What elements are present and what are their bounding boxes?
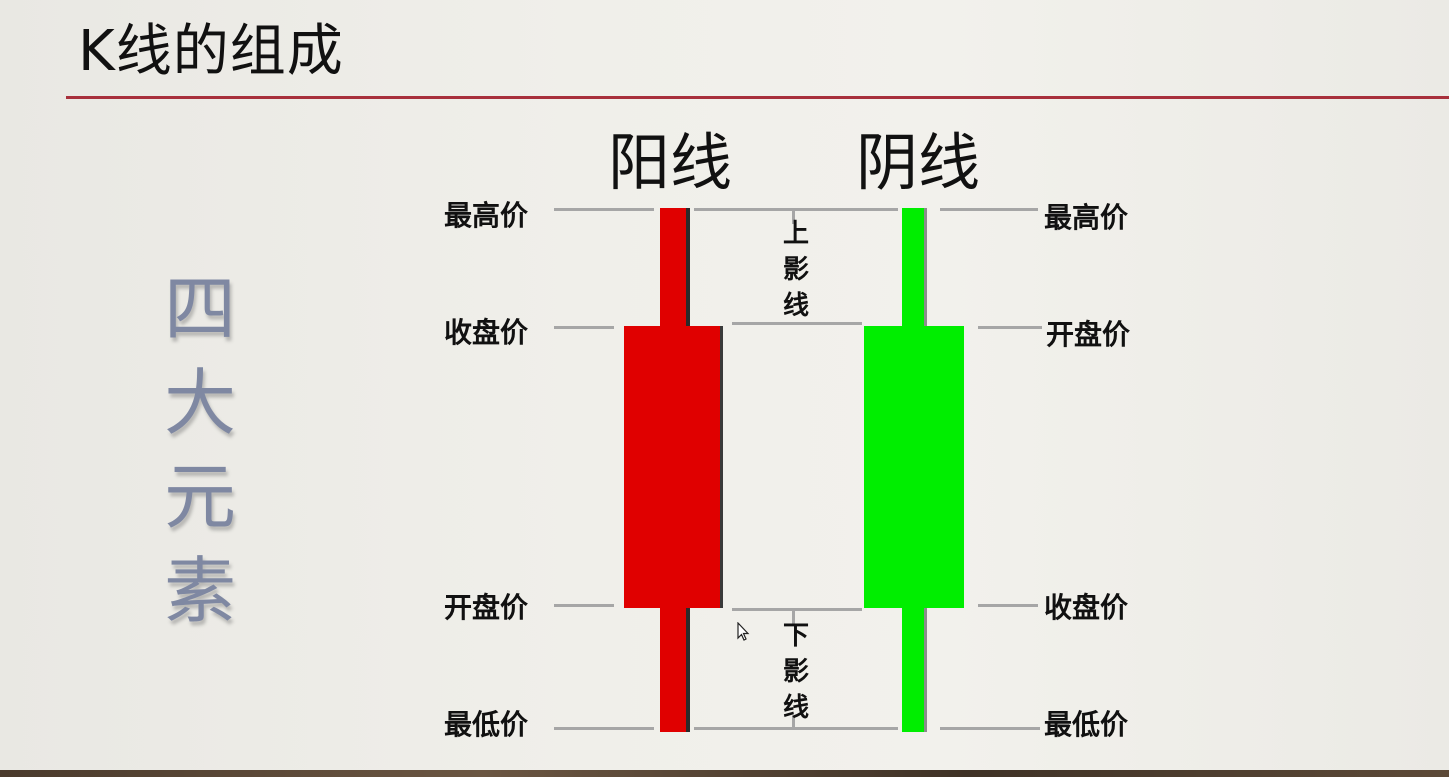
yang-candle-body — [624, 326, 720, 608]
yang-high-guide — [554, 208, 654, 211]
lower-shadow-tick-bottom — [792, 716, 795, 728]
yang-open-guide — [554, 604, 614, 607]
body-bottom-connector-guide — [732, 608, 862, 611]
body-top-connector-guide — [732, 322, 862, 325]
four-elements-caption: 四 大 元 素 — [163, 267, 236, 633]
yin-high-guide — [940, 208, 1038, 211]
high-connector-guide — [694, 208, 898, 211]
yin-open-guide — [978, 326, 1042, 329]
yin-close-guide — [978, 604, 1038, 607]
yin-open-label: 开盘价 — [1046, 318, 1131, 351]
lower-shadow-tick-top — [792, 610, 795, 624]
lower-shadow-label: 下 影 线 — [782, 621, 809, 723]
yang-open-label: 开盘价 — [444, 591, 529, 624]
yin-low-guide — [940, 727, 1040, 730]
yang-close-label: 收盘价 — [444, 316, 529, 349]
yin-candle-body — [864, 326, 964, 608]
mouse-cursor-icon — [737, 622, 750, 641]
bottom-frame-strip — [0, 770, 1449, 777]
yin-line-heading: 阴线 — [856, 126, 981, 199]
low-connector-guide — [694, 727, 898, 730]
upper-shadow-tick-top — [792, 210, 795, 224]
yin-close-label: 收盘价 — [1044, 591, 1129, 624]
yang-close-guide — [554, 326, 614, 329]
title-underline — [66, 96, 1449, 99]
yang-low-label: 最低价 — [444, 708, 529, 741]
yang-line-heading: 阳线 — [608, 126, 733, 199]
slide-title: K线的组成 — [78, 19, 344, 84]
yin-high-label: 最高价 — [1044, 201, 1129, 234]
yang-low-guide — [554, 727, 654, 730]
upper-shadow-label: 上 影 线 — [782, 219, 809, 321]
yang-high-label: 最高价 — [444, 199, 529, 232]
yin-low-label: 最低价 — [1044, 708, 1129, 741]
